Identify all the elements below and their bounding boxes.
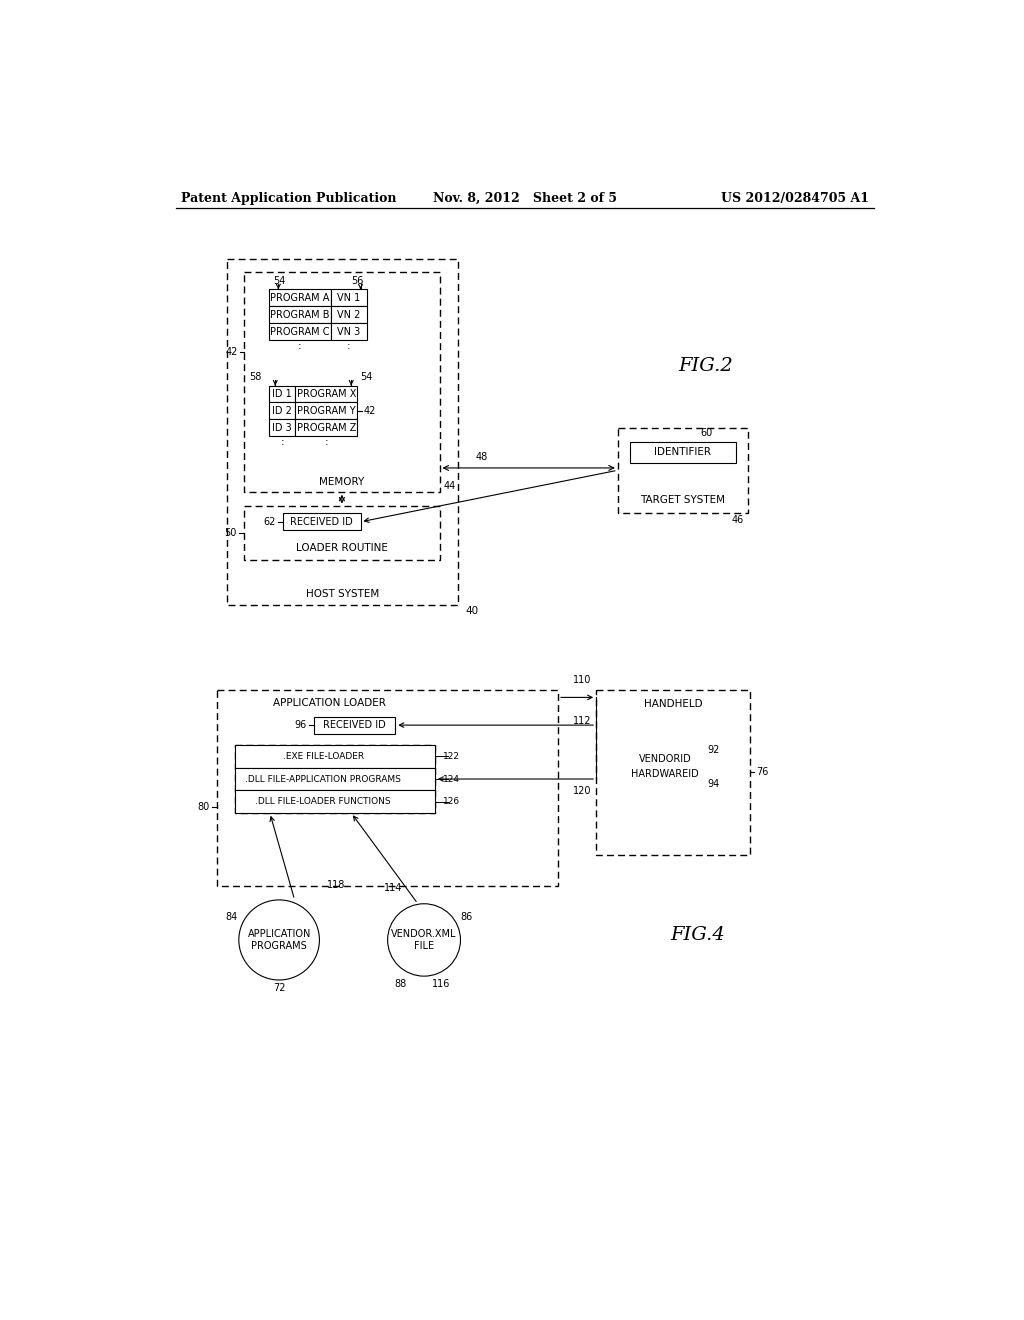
Polygon shape — [234, 791, 435, 813]
Polygon shape — [269, 403, 295, 420]
Text: 118: 118 — [328, 879, 345, 890]
Text: 50: 50 — [224, 528, 237, 539]
Polygon shape — [269, 289, 331, 306]
Text: 42: 42 — [225, 347, 238, 356]
Text: PROGRAM C: PROGRAM C — [270, 326, 330, 337]
Text: VN 3: VN 3 — [337, 326, 360, 337]
Text: IDENTIFIER: IDENTIFIER — [654, 447, 712, 457]
Text: 92: 92 — [708, 744, 720, 755]
Text: 126: 126 — [443, 797, 461, 807]
Text: RECEIVED ID: RECEIVED ID — [324, 721, 386, 730]
Text: :: : — [298, 341, 302, 351]
Text: PROGRAMS: PROGRAMS — [251, 941, 307, 952]
Text: 114: 114 — [384, 883, 402, 894]
Polygon shape — [630, 442, 735, 462]
Text: 110: 110 — [573, 675, 591, 685]
Circle shape — [239, 900, 319, 979]
Text: Nov. 8, 2012   Sheet 2 of 5: Nov. 8, 2012 Sheet 2 of 5 — [433, 191, 616, 205]
Text: LOADER ROUTINE: LOADER ROUTINE — [296, 543, 388, 553]
Text: 124: 124 — [443, 775, 461, 784]
Text: APPLICATION: APPLICATION — [248, 929, 311, 939]
Text: 120: 120 — [572, 785, 592, 796]
Polygon shape — [269, 385, 295, 403]
Polygon shape — [314, 717, 395, 734]
Polygon shape — [295, 403, 357, 420]
Polygon shape — [331, 289, 367, 306]
Text: TARGET SYSTEM: TARGET SYSTEM — [640, 495, 725, 504]
Text: VENDORID: VENDORID — [639, 754, 691, 764]
Polygon shape — [269, 420, 295, 437]
Text: VN 1: VN 1 — [337, 293, 360, 302]
Text: 80: 80 — [198, 803, 209, 812]
Text: US 2012/0284705 A1: US 2012/0284705 A1 — [721, 191, 869, 205]
Text: 94: 94 — [708, 779, 720, 788]
Text: 60: 60 — [700, 428, 713, 437]
Text: MEMORY: MEMORY — [319, 477, 365, 487]
Text: HARDWAREID: HARDWAREID — [631, 770, 699, 779]
Polygon shape — [234, 744, 435, 768]
Text: PROGRAM Y: PROGRAM Y — [297, 407, 355, 416]
Text: 56: 56 — [351, 276, 364, 286]
Text: :: : — [347, 341, 350, 351]
Polygon shape — [269, 306, 331, 323]
Text: PROGRAM A: PROGRAM A — [270, 293, 330, 302]
Text: 86: 86 — [461, 912, 473, 921]
Polygon shape — [234, 768, 435, 791]
Text: PROGRAM B: PROGRAM B — [270, 310, 330, 319]
Text: 54: 54 — [273, 276, 286, 286]
Text: 40: 40 — [466, 606, 479, 616]
Text: :: : — [325, 437, 329, 446]
Text: 116: 116 — [432, 979, 451, 989]
Text: 72: 72 — [272, 982, 286, 993]
Text: VN 2: VN 2 — [337, 310, 360, 319]
Text: 76: 76 — [756, 767, 768, 777]
Polygon shape — [269, 323, 331, 341]
Polygon shape — [283, 513, 360, 531]
Polygon shape — [295, 385, 357, 403]
Text: 112: 112 — [572, 715, 592, 726]
Text: FIG.2: FIG.2 — [678, 358, 733, 375]
Polygon shape — [331, 306, 367, 323]
Text: 88: 88 — [394, 979, 407, 989]
Text: ID 3: ID 3 — [272, 422, 292, 433]
Polygon shape — [331, 323, 367, 341]
Text: HOST SYSTEM: HOST SYSTEM — [306, 589, 379, 599]
Text: :: : — [281, 437, 284, 446]
Text: 84: 84 — [225, 912, 238, 921]
Text: PROGRAM Z: PROGRAM Z — [297, 422, 356, 433]
Text: APPLICATION LOADER: APPLICATION LOADER — [273, 698, 386, 708]
Text: PROGRAM X: PROGRAM X — [297, 389, 356, 399]
Text: ID 2: ID 2 — [272, 407, 292, 416]
Text: .DLL FILE-APPLICATION PROGRAMS: .DLL FILE-APPLICATION PROGRAMS — [246, 775, 401, 784]
Circle shape — [388, 904, 461, 977]
Text: .DLL FILE-LOADER FUNCTIONS: .DLL FILE-LOADER FUNCTIONS — [255, 797, 391, 807]
Polygon shape — [295, 420, 357, 437]
Text: 96: 96 — [294, 721, 306, 730]
Text: FIG.4: FIG.4 — [671, 925, 725, 944]
Text: 62: 62 — [263, 517, 275, 527]
Text: Patent Application Publication: Patent Application Publication — [180, 191, 396, 205]
Text: RECEIVED ID: RECEIVED ID — [291, 517, 353, 527]
Text: ID 1: ID 1 — [272, 389, 292, 399]
Text: 54: 54 — [360, 372, 373, 381]
Text: 46: 46 — [732, 515, 744, 524]
Text: VENDOR.XML: VENDOR.XML — [391, 929, 457, 939]
Text: 48: 48 — [476, 453, 488, 462]
Text: 58: 58 — [249, 372, 261, 381]
Text: HANDHELD: HANDHELD — [643, 698, 702, 709]
Text: 44: 44 — [443, 480, 456, 491]
Text: .EXE FILE-LOADER: .EXE FILE-LOADER — [283, 752, 364, 760]
Text: 42: 42 — [364, 407, 376, 416]
Text: 122: 122 — [443, 752, 461, 760]
Text: FILE: FILE — [414, 941, 434, 952]
